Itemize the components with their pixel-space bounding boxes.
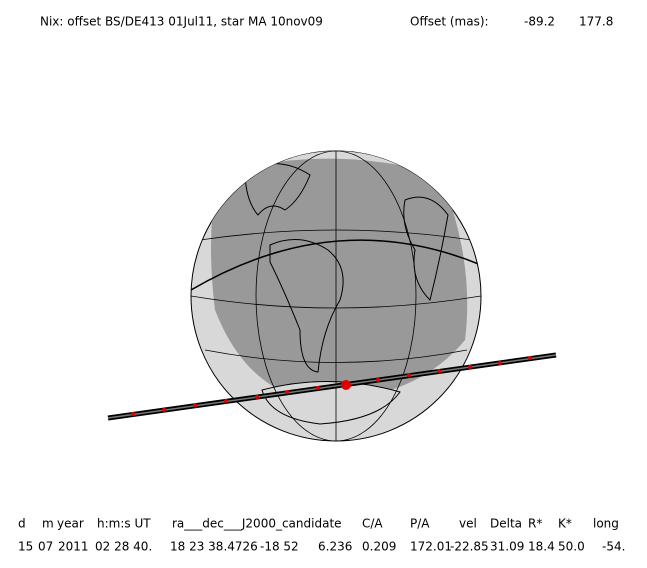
cell: 6.236 — [318, 540, 352, 554]
column-header: P/A — [410, 517, 430, 531]
column-header: ra___dec___J2000_candidate — [172, 517, 342, 531]
column-header: year — [57, 517, 84, 531]
column-header: R* — [528, 517, 542, 531]
shadow-path — [107, 352, 557, 421]
cell: 50.0 — [558, 540, 585, 554]
cell: 172.01 — [410, 540, 452, 554]
cell: 0.209 — [362, 540, 396, 554]
column-header: Delta — [490, 517, 522, 531]
offset-value: 177.8 — [579, 15, 613, 29]
column-header: K* — [558, 517, 572, 531]
cell: 31.09 — [490, 540, 524, 554]
data-table: d m year h:m:s UT ra___dec___J2000_candidate… — [18, 517, 625, 554]
cell: 18 23 38.4726 — [170, 540, 258, 554]
globe — [190, 150, 482, 442]
column-header: m — [42, 517, 54, 531]
column-header: long — [593, 517, 619, 531]
cell: 07 — [38, 540, 53, 554]
cell: 15 — [18, 540, 33, 554]
offset-label: Offset (mas): — [410, 15, 489, 29]
title: Nix: offset BS/DE413 01Jul11, star MA 10… — [40, 15, 323, 29]
cell: -18 52 — [260, 540, 299, 554]
offset-value: -89.2 — [524, 15, 555, 29]
cell: 02 28 40. — [95, 540, 152, 554]
column-header: C/A — [362, 517, 383, 531]
cell: -54. — [602, 540, 625, 554]
column-header: d — [18, 517, 26, 531]
column-header: h:m:s UT — [97, 517, 151, 531]
column-header: vel — [459, 517, 477, 531]
cell: 2011 — [58, 540, 89, 554]
cell: -22.85 — [450, 540, 489, 554]
cell: 18.4 — [528, 540, 555, 554]
